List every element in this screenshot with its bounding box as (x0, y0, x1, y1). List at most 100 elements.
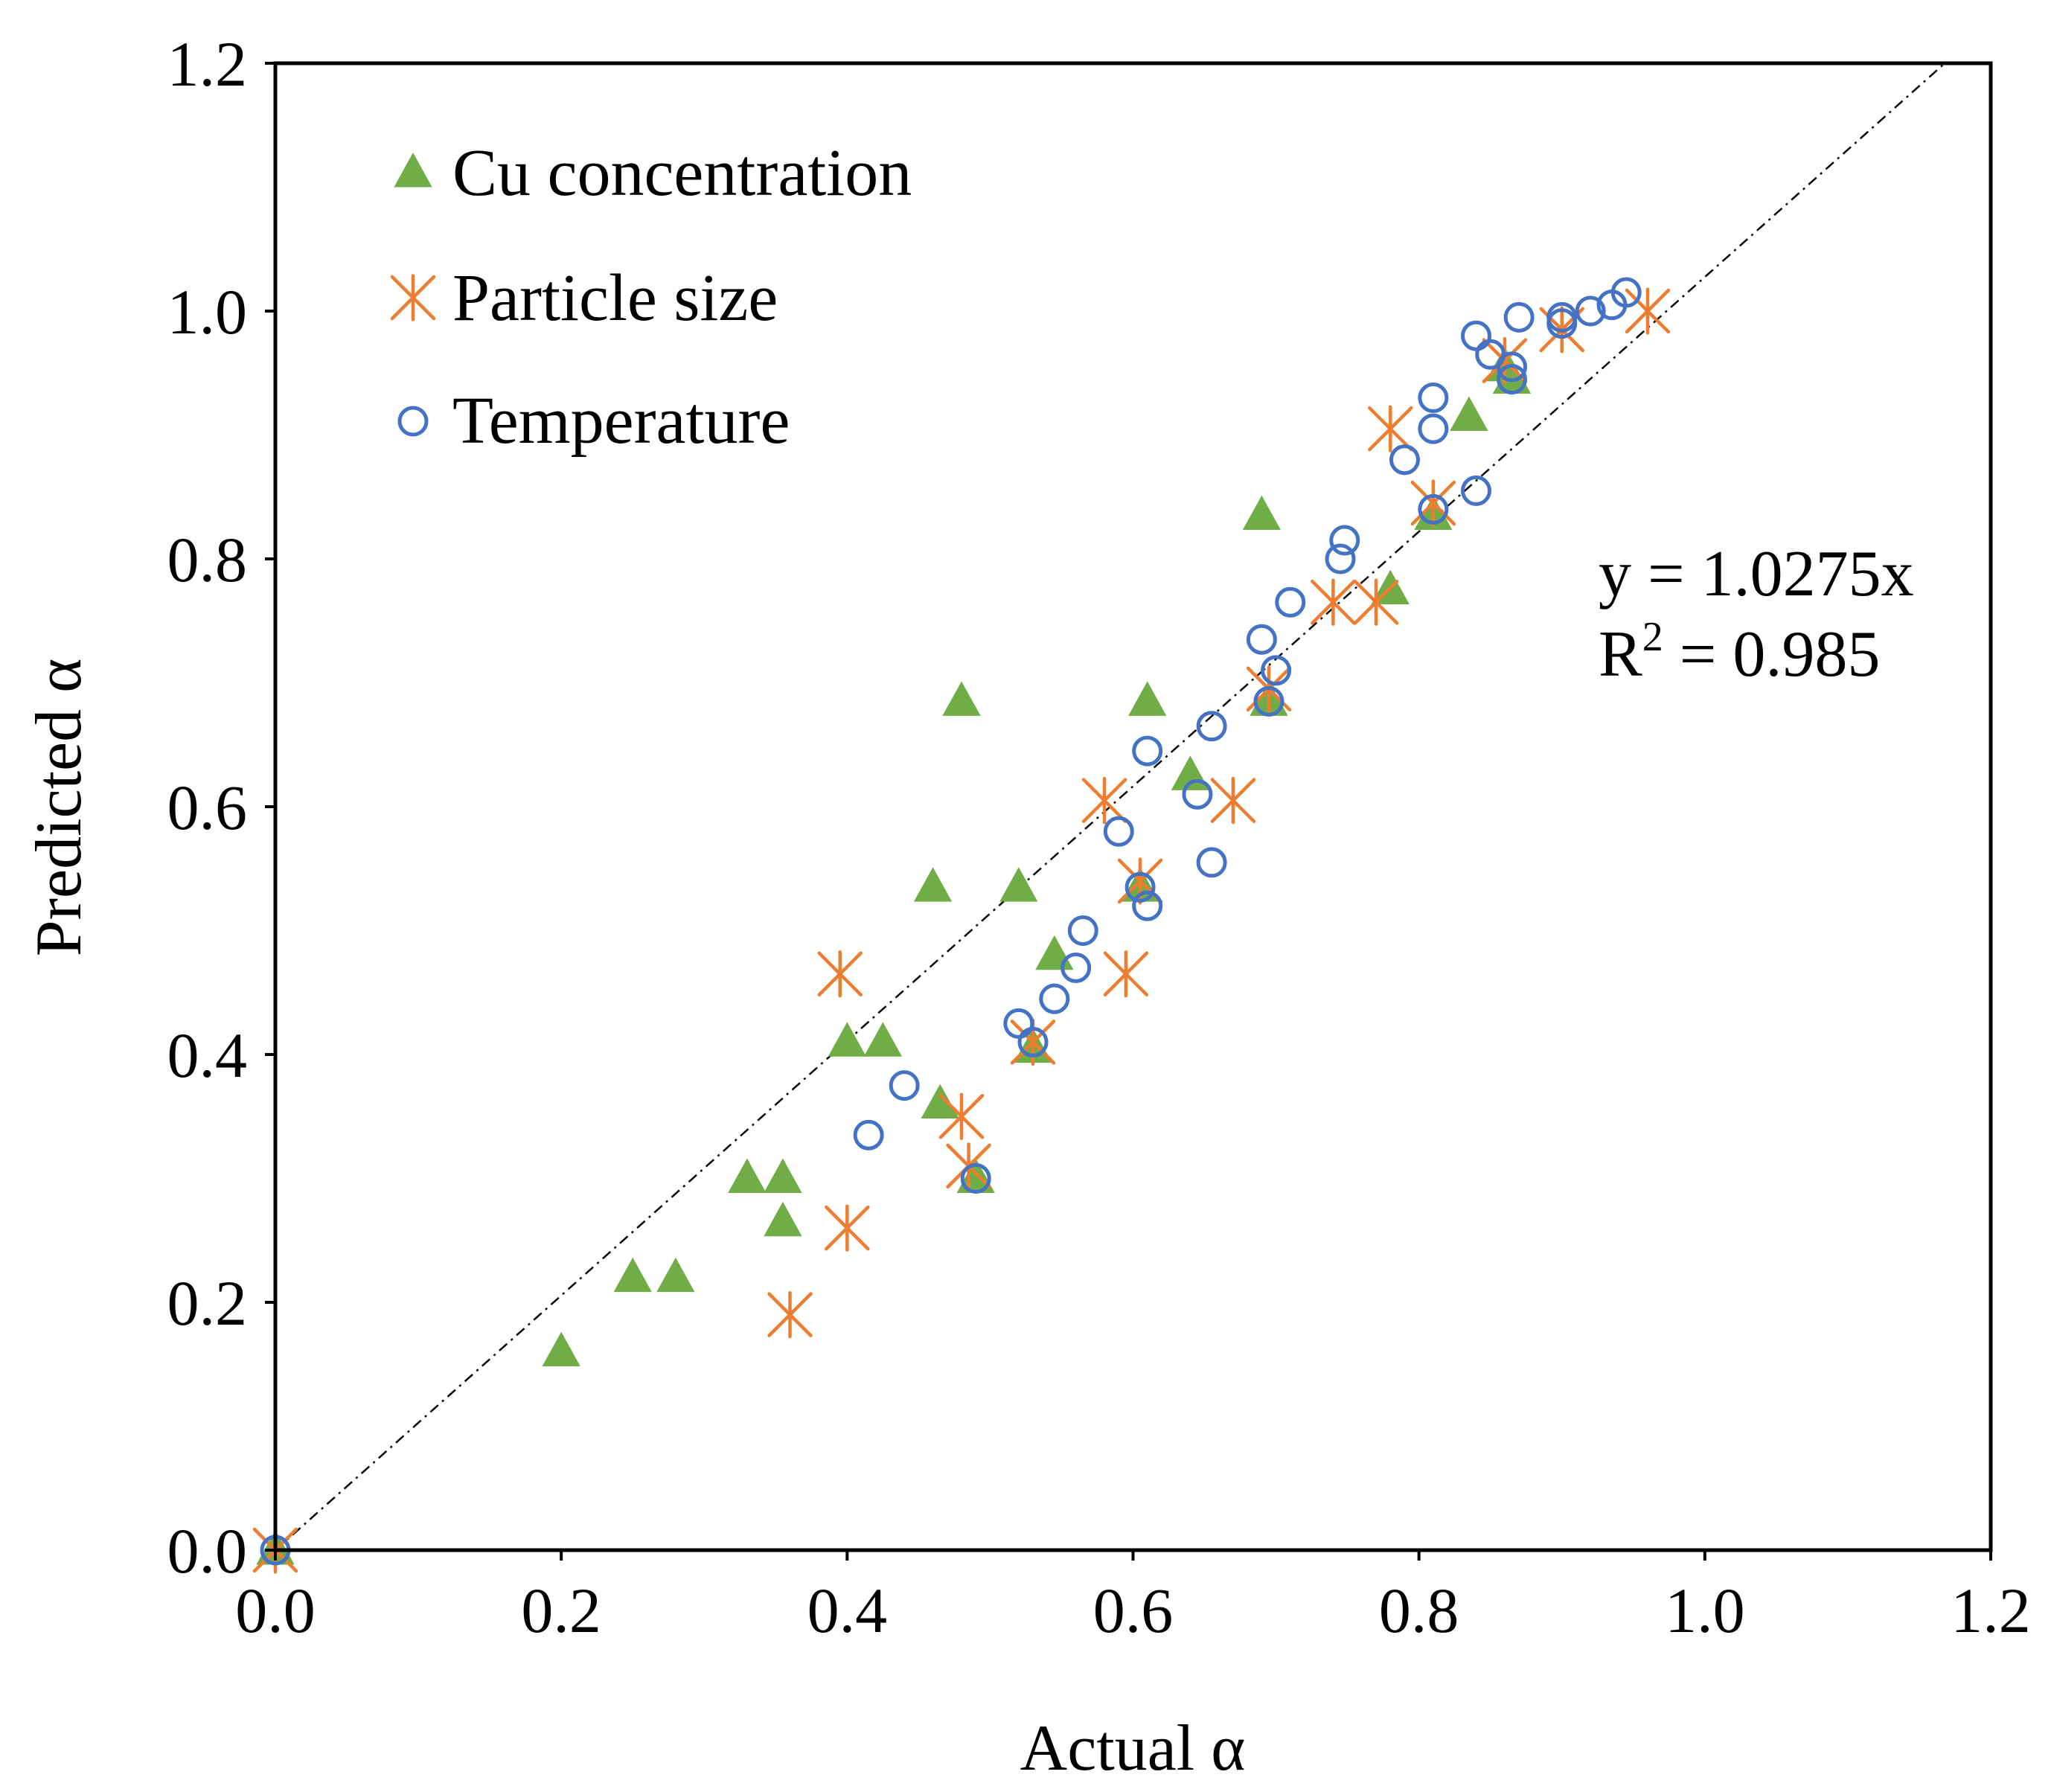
data-point (1261, 655, 1292, 686)
data-point (1546, 301, 1578, 333)
data-point (1418, 493, 1449, 525)
data-point (1329, 525, 1360, 556)
data-point (1418, 413, 1449, 444)
data-point (938, 1092, 985, 1140)
legend-label-particle-size: Particle size (452, 261, 778, 335)
r-squared-value: = 0.985 (1663, 618, 1881, 691)
data-point (1497, 364, 1528, 395)
data-point (921, 1084, 959, 1119)
y-tick-label: 1.2 (167, 28, 248, 100)
data-point (728, 1158, 767, 1193)
x-tick-label: 1.0 (1665, 1575, 1745, 1646)
data-point (1182, 778, 1213, 810)
legend-marker-particle-size (390, 274, 436, 321)
data-point (825, 1204, 870, 1252)
data-point (1482, 336, 1528, 385)
x-tick-label: 1.2 (1951, 1575, 2031, 1646)
y-tick-label: 0.2 (167, 1267, 248, 1339)
data-point (1103, 816, 1134, 847)
legend-item-temperature[interactable]: Temperature (397, 384, 790, 458)
r-squared-superscript: 2 (1642, 614, 1663, 660)
y-tick-label: 0.0 (167, 1515, 248, 1587)
trendline (275, 63, 1946, 1551)
legend-marker-temperature (397, 406, 429, 437)
x-axis-title: Actual α (1020, 1712, 1246, 1785)
legend-marker-cu-concentration (394, 153, 432, 188)
data-point (1410, 479, 1456, 527)
data-point (1253, 685, 1284, 717)
data-point (853, 1119, 884, 1151)
data-point (1067, 915, 1098, 946)
data-point (1503, 301, 1535, 333)
y-tick-label: 1.0 (167, 276, 248, 348)
trendline-layer (275, 63, 1946, 1551)
data-point (1497, 351, 1528, 383)
data-point (542, 1331, 580, 1367)
y-tick-label: 0.8 (167, 524, 248, 595)
data-point (863, 1022, 903, 1057)
legend: Cu concentration Particle size Temperatu… (390, 136, 912, 458)
trendline-equation: y = 1.0275x (1599, 538, 1914, 610)
data-point (1128, 681, 1167, 716)
x-tick-label: 0.8 (1379, 1575, 1459, 1646)
data-point (767, 1291, 813, 1339)
legend-item-particle-size[interactable]: Particle size (390, 261, 778, 335)
data-point (1418, 383, 1449, 414)
data-point (764, 1158, 802, 1193)
data-point (613, 1257, 652, 1293)
data-point (1210, 777, 1256, 825)
data-point (913, 867, 953, 902)
data-point (656, 1257, 695, 1293)
data-point (1389, 444, 1420, 476)
triangle-icon (394, 153, 432, 188)
circle-icon (397, 406, 429, 437)
data-point (1017, 1026, 1049, 1057)
data-point (1368, 405, 1413, 452)
data-point (817, 950, 863, 998)
data-point (1492, 359, 1532, 394)
ticks-layer: 0.0 0.2 0.4 0.6 0.8 1.0 1.2 0.0 0.2 0.4 0.6 0.8 1.0 1… (167, 28, 2031, 1646)
data-point (828, 1022, 866, 1057)
legend-label-cu-concentration: Cu concentration (452, 136, 912, 210)
data-point (1450, 396, 1488, 431)
data-point (960, 1163, 991, 1194)
data-point (1625, 287, 1671, 335)
y-tick-label: 0.4 (167, 1020, 248, 1091)
data-point (1575, 295, 1606, 327)
data-point (1124, 871, 1156, 903)
asterisk-icon (390, 274, 436, 321)
data-point (1311, 578, 1356, 626)
data-point (1242, 495, 1282, 531)
data-point (1132, 735, 1163, 767)
x-tick-label: 0.2 (521, 1575, 601, 1646)
data-point (1103, 950, 1149, 998)
data-point (1060, 952, 1092, 983)
data-point (1353, 578, 1399, 626)
series-cu-concentration (256, 346, 1532, 1565)
data-point (942, 681, 981, 716)
x-tick-label: 0.6 (1093, 1575, 1174, 1646)
data-point (1196, 847, 1227, 878)
data-point (889, 1070, 920, 1101)
x-tick-label: 0.4 (807, 1575, 888, 1646)
data-point (1275, 586, 1306, 618)
y-tick-label: 0.6 (167, 772, 248, 843)
data-point (999, 867, 1038, 902)
data-point (1081, 777, 1127, 825)
data-point (1246, 624, 1277, 655)
r-squared-prefix: R (1599, 618, 1642, 691)
series-particle-size (252, 287, 1671, 1574)
data-point (1461, 475, 1491, 506)
legend-label-temperature: Temperature (452, 384, 790, 458)
x-tick-label: 0.0 (235, 1575, 316, 1646)
data-point (1196, 711, 1227, 742)
data-point (764, 1201, 802, 1237)
data-point (1132, 890, 1163, 921)
legend-item-cu-concentration[interactable]: Cu concentration (394, 136, 912, 210)
data-point (1325, 543, 1356, 575)
data-point (1610, 277, 1642, 308)
data-point (1039, 983, 1070, 1014)
y-axis-title: Predicted α (23, 659, 95, 956)
series-layer (252, 277, 1671, 1574)
